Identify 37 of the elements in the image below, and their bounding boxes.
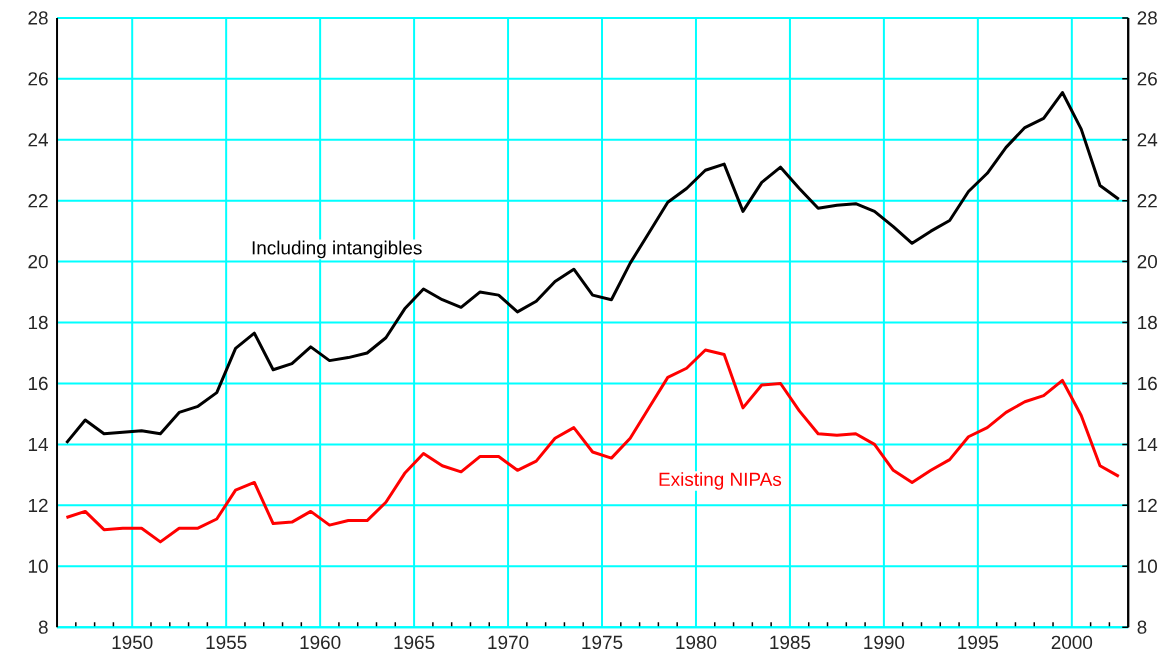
y-tick-label: 18 — [28, 315, 48, 330]
y-tick-label: 10 — [28, 559, 48, 573]
x-tick-label: 1990 — [864, 635, 905, 650]
y-tick-label: 26 — [28, 72, 48, 86]
y2-tick-label: 8 — [1137, 620, 1147, 634]
x-tick-label: 1965 — [394, 635, 435, 650]
line-series — [64, 91, 1121, 445]
y-tick-label: 22 — [28, 194, 48, 208]
y-tick-label: 24 — [28, 133, 48, 147]
line-series — [64, 348, 1121, 544]
series-label: Including intangibles — [252, 240, 422, 259]
y2-tick-label: 26 — [1137, 72, 1157, 86]
x-tick-label: 1985 — [770, 635, 811, 650]
y2-tick-label: 12 — [1138, 498, 1157, 512]
x-tick-label: 1980 — [676, 635, 717, 650]
text: Existing NIPAs — [659, 472, 782, 490]
x-tick-label: 1950 — [112, 635, 153, 650]
y-tick-label: 8 — [38, 620, 48, 634]
y-tick-label: 14 — [28, 437, 48, 451]
y2-tick-label: 28 — [1137, 11, 1157, 25]
y2-tick-label: 14 — [1138, 437, 1158, 451]
y-tick-label: 16 — [28, 376, 48, 391]
y2-tick-label: 24 — [1137, 133, 1158, 147]
x-tick-label: 1970 — [488, 635, 529, 650]
y-tick-label: 12 — [28, 498, 48, 512]
x-tick-label: 1995 — [958, 635, 999, 650]
x-tick-label: 1960 — [300, 635, 341, 650]
x-tick-label: 1955 — [206, 635, 247, 650]
y2-tick-label: 22 — [1137, 194, 1157, 208]
y2-tick-label: 20 — [1137, 254, 1157, 269]
x-tick-label: 1975 — [582, 635, 623, 650]
y-tick-label: 20 — [28, 254, 48, 269]
y2-tick-label: 10 — [1138, 559, 1157, 573]
y-tick-label: 28 — [28, 11, 48, 25]
x-tick-label: 2000 — [1051, 635, 1093, 650]
y2-tick-label: 18 — [1138, 315, 1157, 330]
y2-tick-label: 16 — [1138, 376, 1157, 391]
